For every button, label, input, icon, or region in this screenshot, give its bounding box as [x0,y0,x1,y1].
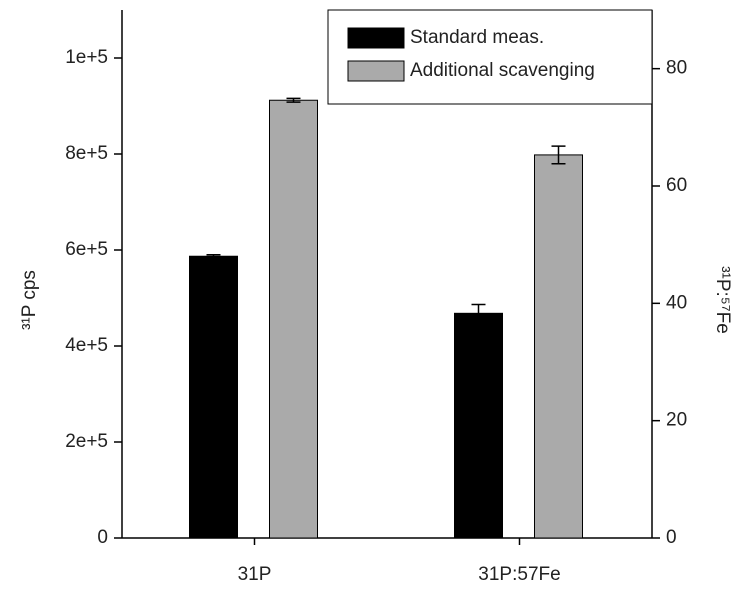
y-tick-label: 6e+5 [65,239,108,260]
bar [534,154,583,539]
y2-tick-label: 20 [666,410,687,431]
y-tick-label: 2e+5 [65,431,108,452]
y-tick-label: 0 [97,527,108,548]
legend-box [327,9,653,105]
error-bar [286,97,301,103]
bar [454,312,503,539]
y-tick-label: 4e+5 [65,335,108,356]
y2-tick-label: 40 [666,292,687,313]
y-axis-label: ³¹P cps [19,270,40,330]
y2-tick-label: 80 [666,58,687,79]
y-tick-label: 8e+5 [65,143,108,164]
legend-label: Standard meas. [410,27,544,48]
y2-axis-label: ³¹P:⁵⁷Fe [712,266,733,334]
error-bar [551,145,566,165]
error-bar [471,303,486,323]
bar [269,99,318,539]
error-bar [206,254,221,259]
y2-tick-label: 60 [666,175,687,196]
bar [189,255,238,539]
x-tick-label: 31P:57Fe [478,564,560,585]
y2-tick-label: 0 [666,527,677,548]
x-tick-label: 31P [238,564,272,585]
legend-swatch [347,60,405,82]
legend-label: Additional scavenging [410,60,595,81]
legend-swatch [347,27,405,49]
y-tick-label: 1e+5 [65,47,108,68]
